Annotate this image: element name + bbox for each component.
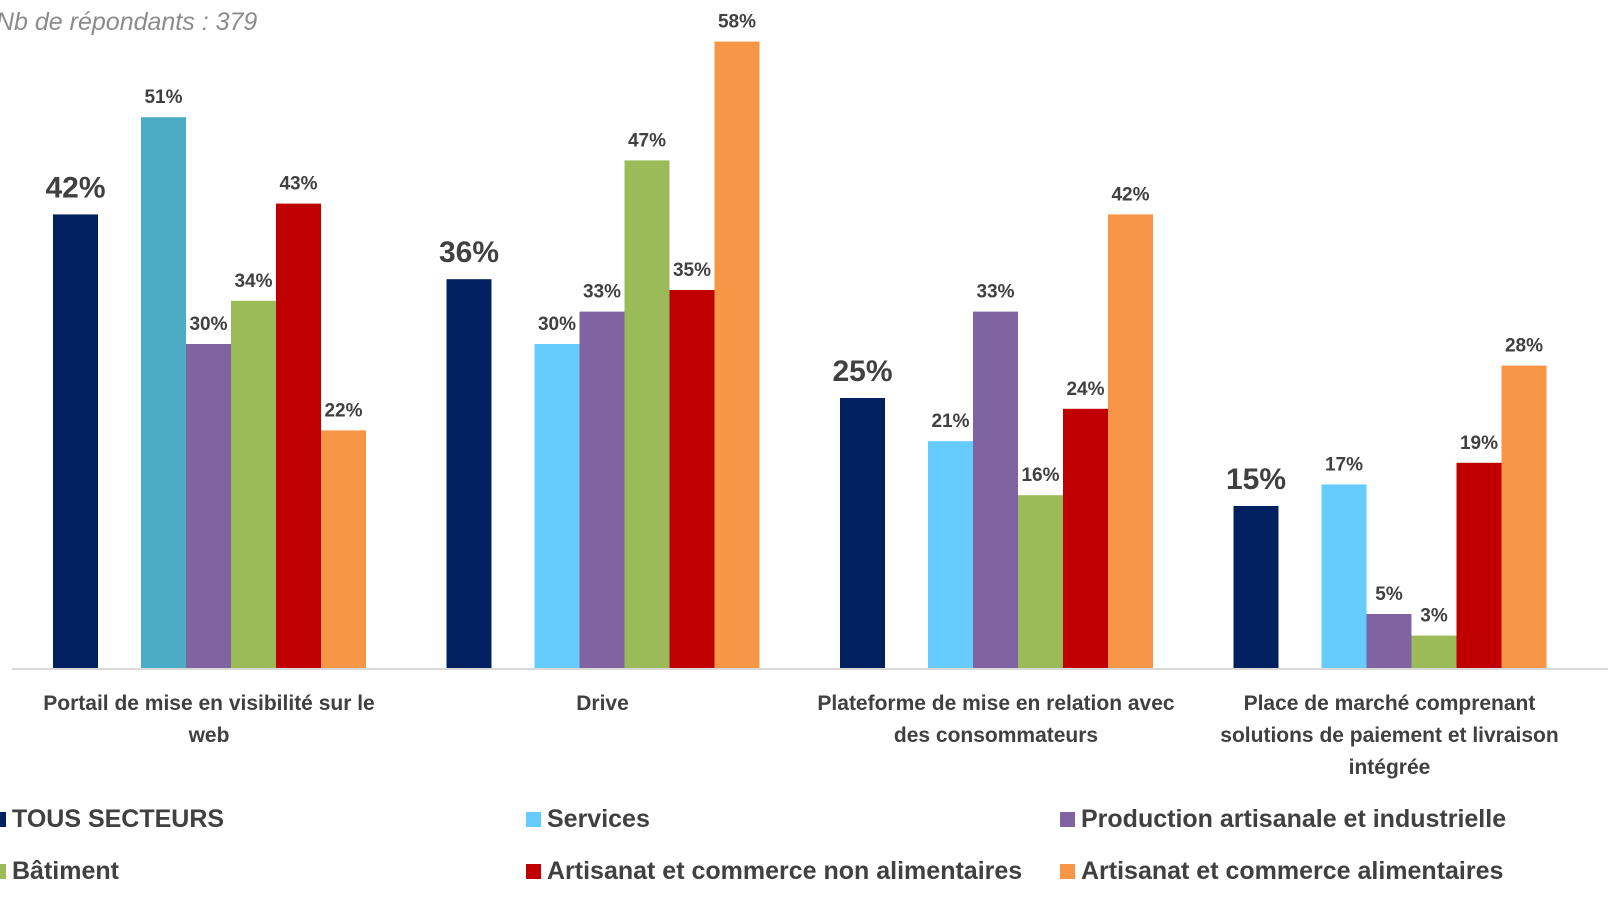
legend-label: Production artisanale et industrielle <box>1081 805 1507 833</box>
respondents-note: Nb de répondants : 379 <box>0 8 258 36</box>
data-label: 51% <box>144 87 182 108</box>
legend-label: Services <box>547 805 650 833</box>
bar <box>1366 614 1412 668</box>
legend-item-tous-secteurs: TOUS SECTEURS <box>0 805 224 834</box>
data-label: 28% <box>1505 336 1543 357</box>
legend: TOUS SECTEURS Services Production artisa… <box>0 800 1608 907</box>
bar <box>1501 365 1547 668</box>
category-label-line: Place de marché comprenant <box>1244 692 1536 715</box>
bar <box>714 41 760 669</box>
bar <box>1411 635 1457 668</box>
legend-item-services: Services <box>526 805 650 834</box>
legend-label: TOUS SECTEURS <box>12 805 225 833</box>
legend-item-production: Production artisanale et industrielle <box>1060 805 1506 834</box>
data-label: 30% <box>538 314 576 335</box>
category-label: Portail de mise en visibilité sur le web <box>43 692 374 747</box>
data-label: 42% <box>1111 184 1149 205</box>
bar <box>231 300 276 668</box>
bar <box>973 311 1018 668</box>
legend-item-alimentaires: Artisanat et commerce alimentaires <box>1060 857 1503 886</box>
bar <box>534 344 580 668</box>
bar <box>928 441 973 668</box>
bar <box>624 160 670 668</box>
category-label: Drive <box>576 692 629 715</box>
data-label: 34% <box>234 271 272 292</box>
data-label: 19% <box>1460 433 1498 454</box>
bar <box>276 203 321 668</box>
bar <box>53 214 98 668</box>
data-label: 43% <box>279 174 317 195</box>
category-label: Place de marché comprenant solutions de p… <box>1220 692 1558 779</box>
legend-swatch <box>1060 864 1075 879</box>
legend-item-non-alimentaires: Artisanat et commerce non alimentaires <box>526 857 1022 886</box>
data-label: 16% <box>1021 465 1059 486</box>
legend-swatch <box>1060 812 1075 827</box>
data-label: 30% <box>189 314 227 335</box>
bar <box>1018 495 1063 668</box>
bars-group <box>53 41 1547 669</box>
data-label: 15% <box>1226 463 1286 496</box>
legend-swatch <box>0 864 6 879</box>
category-labels-group: Portail de mise en visibilité sur le web D… <box>43 692 1558 779</box>
legend-label: Artisanat et commerce non alimentaires <box>547 857 1023 885</box>
bar <box>141 117 186 668</box>
bar <box>579 311 625 668</box>
bar <box>186 344 231 668</box>
category-label-line: web <box>188 724 230 747</box>
data-label: 3% <box>1420 606 1448 627</box>
category-label-line: intégrée <box>1349 756 1431 779</box>
legend-item-batiment: Bâtiment <box>0 857 119 886</box>
bar <box>669 290 715 668</box>
data-label: 22% <box>324 400 362 421</box>
bar <box>1321 484 1367 668</box>
bar <box>1108 214 1153 668</box>
data-label: 47% <box>628 130 666 151</box>
data-label: 36% <box>439 236 499 269</box>
category-label-line: Drive <box>576 692 629 715</box>
category-label-line: Plateforme de mise en relation avec <box>817 692 1174 715</box>
bar <box>1456 462 1502 668</box>
legend-swatch <box>526 812 541 827</box>
data-label: 17% <box>1325 454 1363 475</box>
legend-label: Artisanat et commerce alimentaires <box>1081 857 1504 885</box>
bar <box>321 430 366 668</box>
bar <box>840 398 885 668</box>
data-label: 25% <box>832 355 892 388</box>
category-label-line: solutions de paiement et livraison <box>1220 724 1558 747</box>
legend-label: Bâtiment <box>12 857 119 885</box>
data-label: 33% <box>583 282 621 303</box>
data-label: 35% <box>673 260 711 281</box>
data-labels-group: 42% 51% 30% 34% 43% 22% 36% 30% 33% 47% 35% 58% 25% 2… <box>45 12 1543 627</box>
bar <box>1063 408 1108 668</box>
bar <box>1233 506 1279 668</box>
legend-swatch <box>0 812 6 827</box>
legend-swatch <box>526 864 541 879</box>
data-label: 33% <box>976 282 1014 303</box>
data-label: 24% <box>1066 379 1104 400</box>
bar-chart: 42% 51% 30% 34% 43% 22% 36% 30% 33% 47% 35% 58% 25% 2… <box>12 12 1608 779</box>
category-label: Plateforme de mise en relation avec des c… <box>817 692 1174 747</box>
data-label: 58% <box>718 12 756 33</box>
bar <box>446 279 492 668</box>
category-label-line: Portail de mise en visibilité sur le <box>43 692 374 715</box>
category-label-line: des consommateurs <box>894 724 1098 747</box>
data-label: 5% <box>1375 584 1403 605</box>
data-label: 21% <box>931 411 969 432</box>
data-label: 42% <box>45 171 105 204</box>
